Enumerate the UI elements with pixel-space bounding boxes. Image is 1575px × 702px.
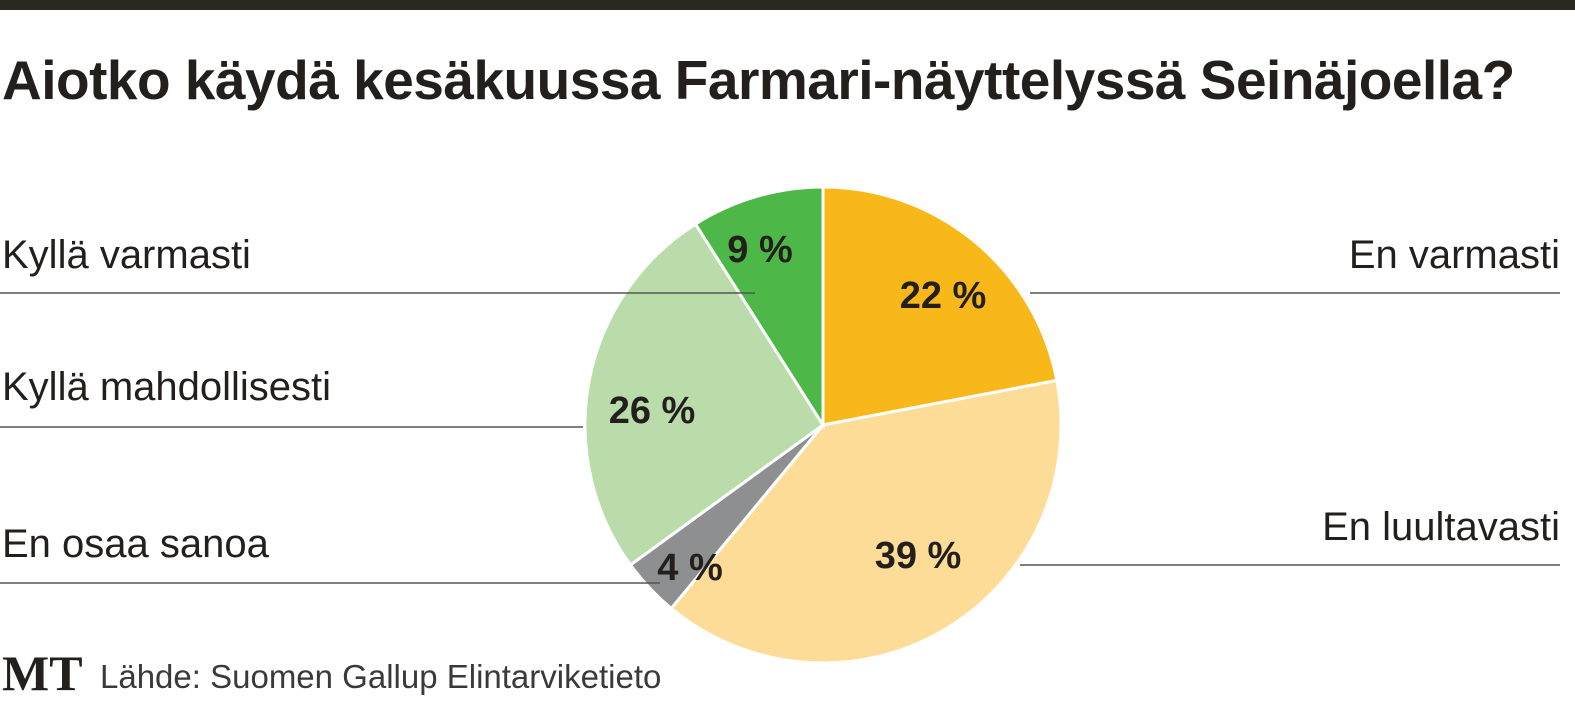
pie-slice (669, 378, 1063, 665)
pie-slice (693, 185, 825, 431)
category-label: En osaa sanoa (2, 522, 270, 566)
value-label: 9 % (727, 229, 792, 271)
pie-slice (583, 221, 826, 567)
source: Lähde: Suomen Gallup Elintarviketieto (100, 658, 661, 695)
value-label: 39 % (875, 535, 962, 577)
chart-title: Aiotko käydä kesäkuussa Farmari-näyttely… (2, 49, 1515, 111)
pie-slice (821, 185, 1059, 427)
top-bar (0, 0, 1575, 10)
category-label: En luultavasti (1322, 505, 1560, 549)
value-label: 22 % (900, 275, 987, 317)
category-label: Kyllä mahdollisesti (2, 365, 331, 409)
category-label: En varmasti (1349, 233, 1560, 277)
logo: MT (2, 645, 83, 701)
value-label: 26 % (609, 390, 696, 432)
value-label: 4 % (657, 547, 722, 589)
category-label: Kyllä varmasti (2, 233, 251, 277)
